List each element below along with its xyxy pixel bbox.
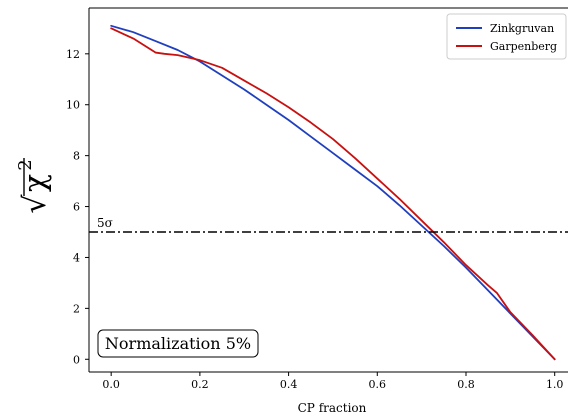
legend-label-zinkgruvan: Zinkgruvan [490,22,554,35]
y-tick-label: 0 [73,353,80,366]
y-tick-label: 6 [73,201,80,214]
plot-area: 5σ [89,24,568,361]
y-tick-label: 4 [73,251,80,264]
legend-frame [446,13,567,60]
y-axis-label-chi: χ [18,174,53,192]
legend-label-garpenberg: Garpenberg [490,40,557,53]
legend: Zinkgruvan Garpenberg [446,13,567,60]
y-axis-label-exponent: 2 [15,159,36,170]
axes: 0.0 0.2 0.4 0.6 0.8 1.0 0 2 4 6 8 10 12 [66,7,568,391]
annotation-box: Normalization 5% [97,329,259,358]
series-line-zinkgruvan [110,24,556,361]
y-axis-label-radical: √ [18,194,53,214]
x-tick-label: 0.0 [102,378,120,391]
annotation-text: Normalization 5% [105,334,251,353]
x-tick-label: 0.6 [369,378,387,391]
x-tick-label: 0.8 [457,378,475,391]
series-line-garpenberg [110,27,556,361]
y-tick-label: 10 [66,99,80,112]
annotation-frame [97,329,259,358]
x-tick-label: 0.4 [280,378,298,391]
y-axis-label: √ χ 2 [15,158,53,214]
reference-line-label: 5σ [97,216,113,230]
x-tick-label: 0.2 [191,378,209,391]
y-tick-label: 2 [73,302,80,315]
x-axis-label: CP fraction [298,401,367,415]
y-tick-label: 12 [66,48,80,61]
y-tick-label: 8 [73,150,80,163]
x-tick-label: 1.0 [546,378,564,391]
